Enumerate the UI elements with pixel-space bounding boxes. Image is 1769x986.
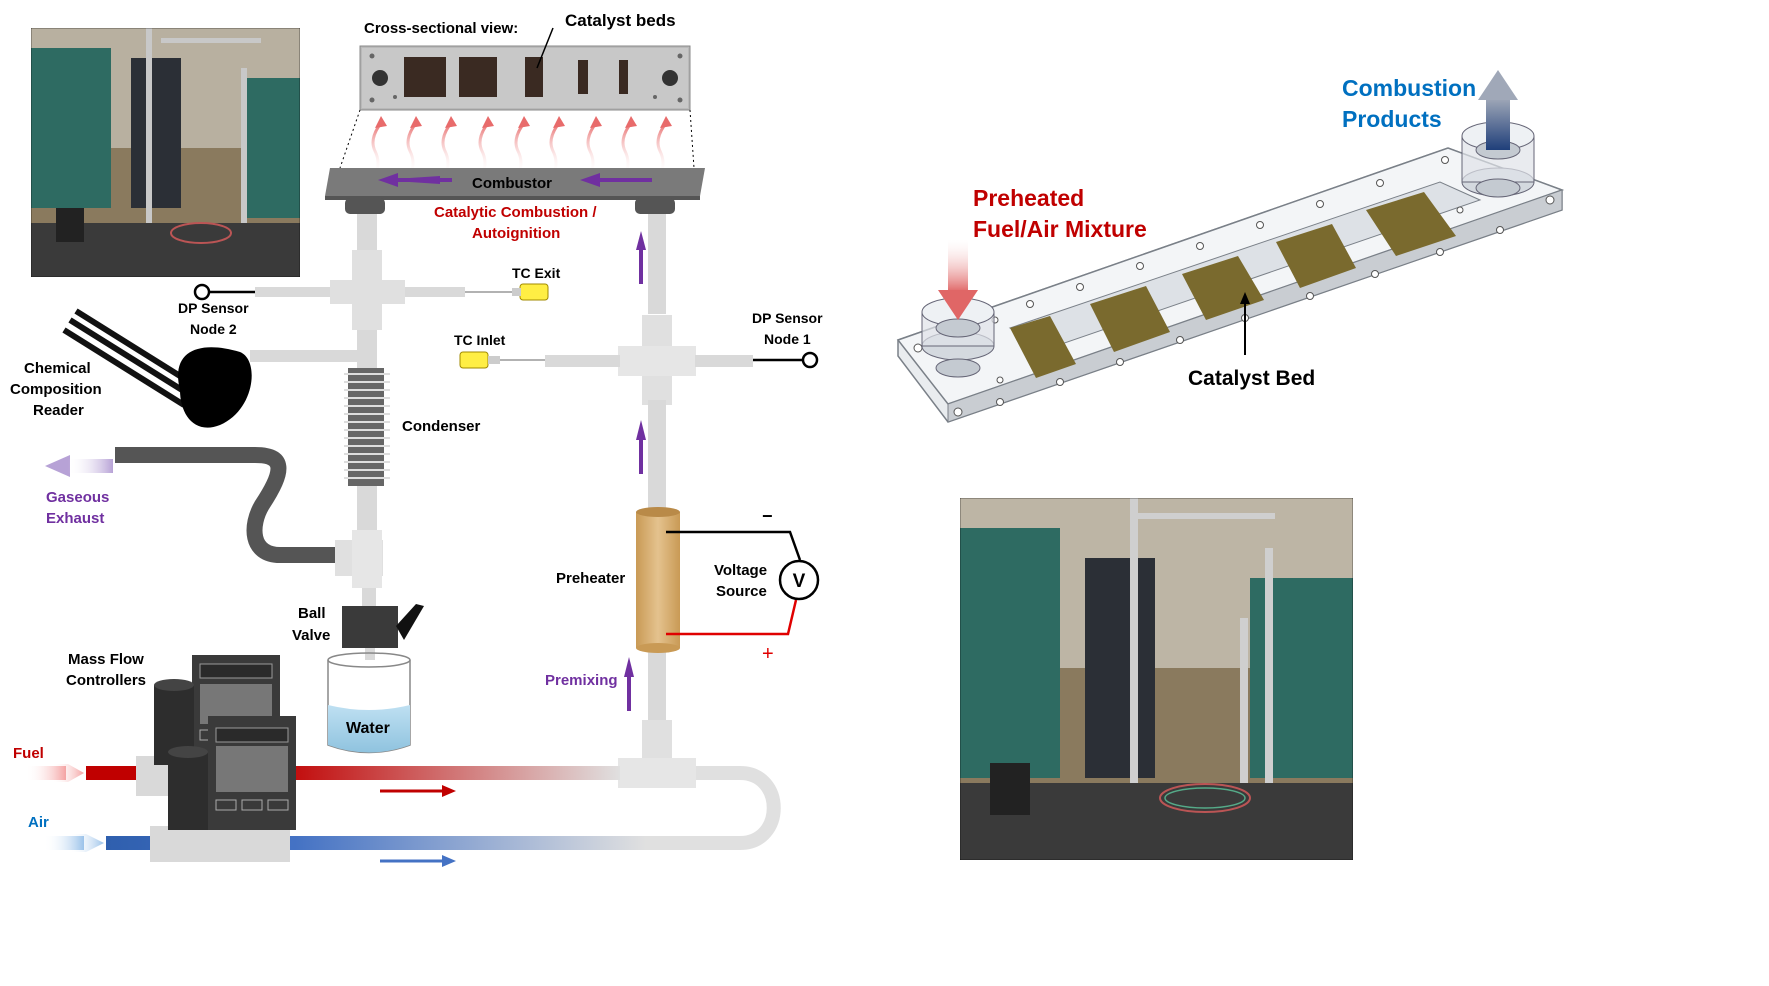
mfc-label-line1: Mass Flow xyxy=(68,651,144,668)
heat-flow-arrows xyxy=(371,122,668,176)
minus-terminal-label: − xyxy=(762,506,773,526)
flow-arrow-premix-shaft xyxy=(627,675,631,711)
projection-line-left xyxy=(339,109,361,169)
catalyst-bed-label: Catalyst Bed xyxy=(1188,367,1315,390)
flow-arrow-combustor-1-shaft xyxy=(398,178,452,182)
mfc-label-line2: Controllers xyxy=(66,672,146,689)
tc-exit-sensor xyxy=(519,283,549,301)
combustion-products-arrow xyxy=(1486,98,1510,150)
projection-line-right xyxy=(689,109,695,169)
water-label: Water xyxy=(346,720,390,737)
lab-photo-large-art xyxy=(960,498,1353,860)
condenser xyxy=(344,368,390,486)
fuel-label: Fuel xyxy=(13,745,44,762)
chem-reader-label-line2: Composition xyxy=(10,381,102,398)
tc-exit-label: TC Exit xyxy=(512,265,561,281)
cross-section-plate xyxy=(359,45,691,111)
plus-terminal-label: + xyxy=(762,643,774,665)
voltage-source-label-line1: Voltage xyxy=(714,562,767,579)
mass-flow-controller-air xyxy=(150,716,296,862)
condenser-outlet-pipe xyxy=(357,486,377,541)
outlet-column xyxy=(250,214,465,370)
dp-sensor-node1-terminal xyxy=(801,351,819,369)
lab-photo-small-art xyxy=(31,28,300,277)
ball-valve xyxy=(342,588,424,662)
dp-node2-label-line1: DP Sensor xyxy=(178,300,249,316)
catalyst-beds-label: Catalyst beds xyxy=(565,11,676,30)
cross-sectional-view-label: Cross-sectional view: xyxy=(364,20,518,37)
voltage-source-label-line2: Source xyxy=(716,583,767,600)
preheater-label: Preheater xyxy=(556,570,625,587)
tc-inlet-label: TC Inlet xyxy=(454,332,506,348)
flow-arrow-combustor-2 xyxy=(580,173,600,187)
ball-valve-label-line1: Ball xyxy=(298,605,326,622)
combustion-products-label-line1: Combustion xyxy=(1342,75,1476,101)
chem-reader-label-line1: Chemical xyxy=(24,360,91,377)
water-beaker xyxy=(327,652,411,754)
dp-node2-label-line2: Node 2 xyxy=(190,321,237,337)
dp-node1-label-line1: DP Sensor xyxy=(752,310,823,326)
dp-sensor-node2-terminal xyxy=(193,283,211,301)
air-inlet-arrow-tail xyxy=(44,836,84,850)
condenser-label: Condenser xyxy=(402,418,481,435)
fuel-inlet-arrow-tail xyxy=(26,766,66,780)
tee-fitting-lower-body xyxy=(352,530,382,588)
fuel-flow-arrow-head xyxy=(442,785,456,797)
chemical-composition-reader xyxy=(62,308,252,428)
catalyst-bed-leader-head xyxy=(1240,292,1250,304)
flow-arrow-up-2-shaft xyxy=(639,438,643,474)
flow-arrow-combustor-1-head xyxy=(378,173,398,187)
flow-arrow-up-1-shaft xyxy=(639,248,643,284)
flow-arrow-up-2 xyxy=(636,420,646,440)
combustor-label: Combustor xyxy=(472,175,552,192)
ball-valve-label-line2: Valve xyxy=(292,627,330,644)
catalyst-plate-3d xyxy=(896,121,1565,423)
lab-setup-photo-small xyxy=(31,28,300,277)
inlet-column xyxy=(545,214,753,788)
voltage-wire-negative xyxy=(666,530,802,561)
return-loop-pipe xyxy=(290,766,781,850)
tc-inlet-sensor xyxy=(459,351,489,369)
air-label: Air xyxy=(28,814,49,831)
flow-arrow-up-1 xyxy=(636,231,646,250)
gaseous-exhaust-label-line2: Exhaust xyxy=(46,510,104,527)
preheated-mixture-label-line2: Fuel/Air Mixture xyxy=(973,216,1147,242)
preheater xyxy=(636,507,680,653)
exhaust-hose xyxy=(115,447,335,563)
preheated-mixture-arrow xyxy=(948,240,968,292)
voltage-symbol-text: V xyxy=(793,571,806,592)
tc-exit-connector xyxy=(512,288,521,296)
tc-inlet-connector xyxy=(488,356,500,364)
flow-arrow-premix xyxy=(624,657,634,677)
flow-arrow-combustor-2-shaft xyxy=(598,178,652,182)
catalytic-combustion-label-line2: Autoignition xyxy=(472,225,560,242)
premixing-label: Premixing xyxy=(545,672,618,689)
preheated-mixture-arrow-head xyxy=(938,290,978,320)
gaseous-exhaust-label-line1: Gaseous xyxy=(46,489,109,506)
voltage-wire-positive xyxy=(666,599,798,636)
exhaust-arrow xyxy=(68,459,113,473)
combustion-products-arrow-head xyxy=(1478,70,1518,100)
combustion-products-label-line2: Products xyxy=(1342,106,1442,132)
combustor-plate xyxy=(325,168,705,214)
exhaust-arrow-head xyxy=(45,455,70,477)
catalyst-beds-leader xyxy=(536,27,554,69)
catalytic-combustion-label-line1: Catalytic Combustion / xyxy=(434,204,597,221)
heat-arrow-heads xyxy=(375,116,672,128)
dp-node1-label-line2: Node 1 xyxy=(764,331,811,347)
voltage-source-symbol xyxy=(778,559,820,601)
air-flow-arrow-head xyxy=(442,855,456,867)
preheated-mixture-label-line1: Preheated xyxy=(973,185,1084,211)
chem-reader-label-line3: Reader xyxy=(33,402,84,419)
lab-setup-photo-large xyxy=(960,498,1353,860)
